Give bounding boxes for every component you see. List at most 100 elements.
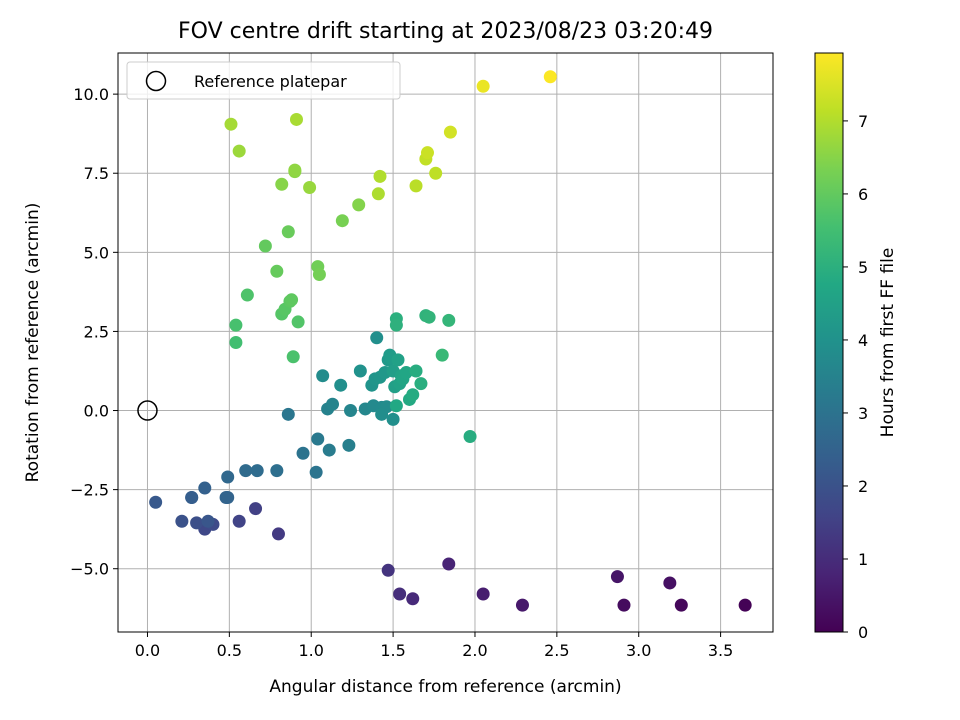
colorbar-tick-label: 1 <box>858 550 868 569</box>
y-tick-label: 7.5 <box>84 164 109 183</box>
data-points <box>137 70 752 612</box>
colorbar: 0 1 2 3 4 5 6 7 Hours from first FF file <box>814 52 898 642</box>
data-point <box>326 397 340 411</box>
data-point <box>239 464 253 478</box>
data-point <box>543 70 557 84</box>
data-point <box>250 464 264 478</box>
y-tick-label: 0.0 <box>84 402 109 421</box>
data-point <box>409 364 423 378</box>
data-point <box>309 465 323 479</box>
data-point <box>381 563 395 577</box>
x-tick-label: 1.0 <box>298 641 323 660</box>
data-point <box>198 481 212 495</box>
x-tick-label: 0.5 <box>217 641 242 660</box>
data-point <box>406 388 420 402</box>
x-tick-label: 3.5 <box>708 641 733 660</box>
data-point <box>258 239 272 253</box>
data-point <box>311 432 325 446</box>
y-tick-label: 10.0 <box>73 85 109 104</box>
y-tick-label: −2.5 <box>70 481 109 500</box>
data-point <box>285 293 299 307</box>
colorbar-tick-label: 3 <box>858 404 868 423</box>
data-point <box>232 514 246 528</box>
data-point <box>443 125 457 139</box>
colorbar-tick-label: 0 <box>858 623 868 642</box>
data-point <box>240 288 254 302</box>
data-point <box>286 350 300 364</box>
data-point <box>414 377 428 391</box>
data-point <box>335 214 349 228</box>
data-point <box>288 163 302 177</box>
data-point <box>476 79 490 93</box>
data-point <box>224 117 238 131</box>
chart-title: FOV centre drift starting at 2023/08/23 … <box>178 19 713 44</box>
data-point <box>275 177 289 191</box>
data-point <box>371 187 385 201</box>
data-point <box>312 267 326 281</box>
colorbar-tick-label: 6 <box>858 185 868 204</box>
colorbar-tick-label: 5 <box>858 258 868 277</box>
data-point <box>201 514 215 528</box>
data-point <box>249 502 263 516</box>
colorbar-tick-label: 2 <box>858 477 868 496</box>
data-point <box>663 576 677 590</box>
data-point <box>342 438 356 452</box>
data-point <box>429 166 443 180</box>
data-point <box>515 598 529 612</box>
data-point <box>370 331 384 345</box>
colorbar-label: Hours from first FF file <box>878 248 898 438</box>
data-point <box>617 598 631 612</box>
data-point <box>185 491 199 505</box>
data-point <box>344 404 358 418</box>
y-tick-label: 5.0 <box>84 243 109 262</box>
data-point <box>375 407 389 421</box>
data-point <box>270 264 284 278</box>
data-point <box>271 527 285 541</box>
data-point <box>674 598 688 612</box>
data-point <box>386 412 400 426</box>
data-point <box>422 310 436 324</box>
x-tick-label: 2.0 <box>462 641 487 660</box>
grid <box>118 53 773 632</box>
data-point <box>221 491 235 505</box>
data-point <box>281 225 295 239</box>
data-point <box>322 443 336 457</box>
x-tick-label: 1.5 <box>380 641 405 660</box>
colorbar-tick-label: 4 <box>858 331 868 350</box>
legend-marker-reference-platepar <box>145 70 167 92</box>
legend-box <box>126 61 401 100</box>
data-point <box>442 557 456 571</box>
data-point <box>291 315 305 329</box>
y-tick-label: −5.0 <box>70 560 109 579</box>
data-point <box>352 198 366 212</box>
data-point <box>476 587 490 601</box>
data-point <box>221 470 235 484</box>
data-point <box>149 495 163 509</box>
data-point <box>393 587 407 601</box>
data-point <box>175 514 189 528</box>
data-point <box>229 336 243 349</box>
data-point <box>610 570 624 584</box>
x-axis-label: Angular distance from reference (arcmin) <box>269 677 621 697</box>
data-point <box>442 313 456 327</box>
plot-area-frame <box>117 52 774 633</box>
colorbar-tick-label: 7 <box>858 112 868 131</box>
data-point <box>316 369 330 383</box>
data-point <box>334 378 348 392</box>
data-point <box>389 318 403 332</box>
data-point <box>391 353 405 367</box>
legend: Reference platepar <box>126 61 401 100</box>
data-point <box>296 446 310 460</box>
data-point <box>409 179 423 193</box>
data-point <box>420 146 434 160</box>
data-point <box>406 592 420 606</box>
data-point <box>281 407 295 421</box>
data-point <box>270 464 284 478</box>
x-tick-label: 2.5 <box>544 641 569 660</box>
reference-platepar-marker <box>137 400 158 421</box>
colorbar-gradient <box>814 52 844 633</box>
data-point <box>463 429 477 443</box>
x-tick-label: 3.0 <box>626 641 651 660</box>
data-point <box>373 169 387 183</box>
